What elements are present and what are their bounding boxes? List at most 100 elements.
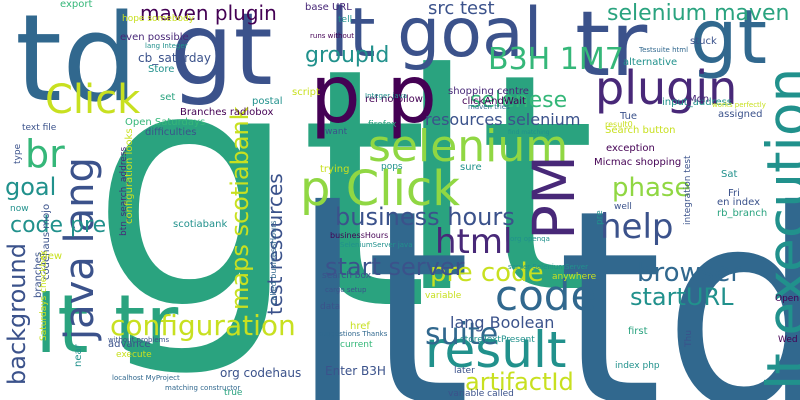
cloud-word: html xyxy=(435,222,513,262)
cloud-word: find matching xyxy=(508,129,550,136)
cloud-word: index php xyxy=(615,361,660,371)
cloud-word: current xyxy=(340,340,373,350)
cloud-word: now xyxy=(10,204,29,214)
cloud-word: src test xyxy=(428,0,495,19)
cloud-word: postal xyxy=(252,96,283,107)
cloud-word: plugin xyxy=(595,61,738,115)
cloud-word: variable called xyxy=(448,389,514,399)
cloud-word: selenium maven xyxy=(607,1,790,26)
cloud-word: href xyxy=(350,321,370,332)
cloud-word: maven plugin xyxy=(140,1,277,25)
cloud-word: near xyxy=(73,344,84,367)
cloud-word: works perfectly xyxy=(712,101,766,109)
cloud-word: resources selenium xyxy=(425,110,581,129)
cloud-word: gt xyxy=(690,0,768,81)
cloud-word: clickAndWait xyxy=(462,96,526,107)
cloud-word: org openqa xyxy=(510,235,550,243)
cloud-word: code pre xyxy=(10,213,107,238)
cloud-word: suggestions Thanks xyxy=(318,330,388,338)
cloud-word: selenium xyxy=(368,121,569,172)
cloud-word: integration test xyxy=(683,155,693,225)
cloud-word: matching constructor xyxy=(165,384,241,392)
cloud-word: Testsuite html xyxy=(639,46,689,54)
cloud-word: PM xyxy=(520,154,588,240)
cloud-word: lt td xyxy=(290,152,800,400)
cloud-word: server SeleniumServer xyxy=(508,263,588,271)
cloud-word: lt goal xyxy=(330,0,543,73)
cloud-word: Open xyxy=(775,294,800,304)
cloud-word: lt tr xyxy=(35,278,179,371)
cloud-word: data xyxy=(320,302,341,312)
cloud-word: suite xyxy=(425,317,499,352)
cloud-word: java lang xyxy=(57,157,103,340)
cloud-word: cargo setup xyxy=(325,286,367,294)
cloud-word: search box xyxy=(322,271,372,281)
cloud-word: storeTextPresent xyxy=(460,335,535,345)
cloud-word: later xyxy=(454,366,475,376)
cloud-word: script xyxy=(292,87,320,98)
cloud-word: Click xyxy=(45,77,141,123)
cloud-word: Integer java xyxy=(365,92,408,100)
cloud-word: localhost MyProject xyxy=(112,374,180,382)
cloud-word: set xyxy=(160,92,176,103)
cloud-word: hope somebody xyxy=(122,14,195,24)
cloud-word: groupId xyxy=(305,43,390,68)
cloud-word: without problems xyxy=(108,336,170,344)
cloud-word: rb_branch xyxy=(717,208,768,219)
cloud-word: want xyxy=(325,127,348,137)
cloud-word: result xyxy=(425,321,567,379)
cloud-word: business hours xyxy=(335,203,515,231)
cloud-word: Micmac shopping xyxy=(594,157,682,168)
cloud-word: SeleniumServer java xyxy=(340,241,413,249)
cloud-word: exception xyxy=(606,143,655,154)
cloud-word: artifactId xyxy=(465,368,574,396)
cloud-word: Wed xyxy=(778,335,798,345)
cloud-word: p Click xyxy=(300,161,461,217)
cloud-word: stuck xyxy=(690,36,717,47)
cloud-word: maps scotiabank xyxy=(226,106,254,310)
cloud-word: advance xyxy=(108,339,151,350)
cloud-word: text file xyxy=(22,123,57,133)
cloud-word: type xyxy=(13,143,23,164)
cloud-word: maven tries xyxy=(468,103,510,111)
cloud-word: rel nofollow xyxy=(365,94,423,105)
cloud-word: called businessHours xyxy=(269,220,278,305)
cloud-word: export xyxy=(60,0,93,10)
cloud-word: selenese xyxy=(470,88,568,113)
cloud-word: alternative xyxy=(623,57,678,68)
cloud-word: difficulties xyxy=(145,127,197,138)
cloud-word: Fri xyxy=(728,188,740,199)
cloud-word: cb_saturday xyxy=(138,51,211,65)
cloud-word: Sat xyxy=(721,169,738,180)
cloud-word: firefox xyxy=(368,120,397,130)
cloud-word: result0 xyxy=(605,120,633,129)
cloud-word: Enter B3H xyxy=(325,364,386,378)
cloud-word: goal xyxy=(5,173,57,201)
cloud-word: true xyxy=(224,388,243,398)
cloud-word: tr xyxy=(575,0,648,97)
cloud-word: background xyxy=(3,243,31,385)
cloud-word: Tue xyxy=(620,111,638,122)
cloud-word: pre code xyxy=(430,258,544,288)
cloud-word: code xyxy=(495,271,597,320)
cloud-word: trying xyxy=(320,164,350,175)
cloud-word: Saturdays checkbox xyxy=(39,250,49,341)
cloud-word: sure xyxy=(460,162,482,173)
cloud-word: base URL xyxy=(305,2,352,13)
cloud-word: B3H 1M7 xyxy=(488,42,624,77)
cloud-word: phase xyxy=(612,173,691,203)
cloud-word: br xyxy=(25,132,65,176)
cloud-word: execute xyxy=(116,350,152,360)
cloud-word: tell xyxy=(338,15,353,25)
cloud-word: browser xyxy=(637,258,742,288)
cloud-word: Search button xyxy=(605,125,676,136)
cloud-word: Mon xyxy=(688,94,710,105)
cloud-word: help xyxy=(600,207,674,247)
cloud-word: pops xyxy=(381,162,403,172)
cloud-word: even possible xyxy=(120,32,189,43)
cloud-word: org codehaus xyxy=(220,366,302,380)
cloud-word: pre xyxy=(595,210,605,225)
cloud-word: td xyxy=(15,0,139,129)
cloud-word: view xyxy=(39,251,63,262)
